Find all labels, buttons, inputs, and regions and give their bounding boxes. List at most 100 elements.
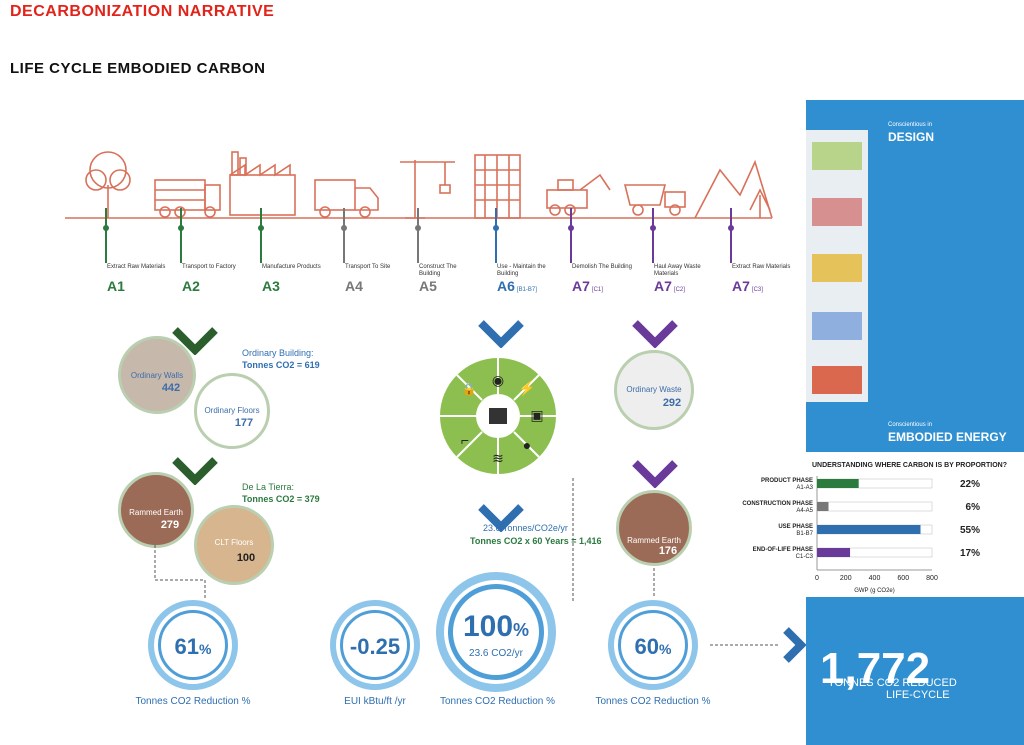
ordinary-waste-label: Ordinary Waste: [626, 385, 682, 394]
bar-percent-label: 6%: [966, 502, 981, 513]
x-tick-label: 400: [869, 575, 881, 582]
tierra-heading: De La Tierra:: [242, 482, 295, 492]
ring-caption: Tonnes CO2 Reduction %: [135, 696, 251, 707]
safe-icon: ▣: [530, 407, 543, 423]
clt-floors-value: 100: [236, 552, 256, 564]
render-image: [812, 312, 862, 340]
ordinary-walls-label: Ordinary Walls: [130, 371, 184, 380]
stage-label: Manufacture Products: [262, 264, 321, 270]
chart-title: UNDERSTANDING WHERE CARBON IS BY PROPORT…: [812, 462, 1007, 469]
stage-label: Extract Raw Materials: [107, 264, 166, 270]
stage-code: A3: [262, 278, 280, 294]
energy-title: EMBODIED ENERGY: [888, 430, 1007, 444]
factory-icon: [229, 151, 296, 216]
use-rate: 23.6 Tonnes/CO2e/yr: [483, 523, 568, 533]
page-title: DECARBONIZATION NARRATIVE: [10, 3, 275, 20]
pipe-icon: ⌐: [461, 432, 469, 448]
ordinary-floors-value: 177: [234, 417, 254, 429]
camera-icon: ◉: [492, 372, 504, 388]
design-small: Conscientious in: [888, 122, 933, 128]
mountains-icon: [694, 159, 773, 219]
wifi-icon: ≋: [492, 450, 504, 466]
render-image: [812, 142, 862, 170]
ring-caption: Tonnes CO2 Reduction %: [439, 696, 556, 707]
chevron-down-icon: [172, 327, 218, 355]
excavator-icon: [546, 173, 611, 216]
stage-code: A2: [182, 278, 200, 294]
stage-label: Extract Raw Materials: [732, 264, 791, 270]
chevron-down-icon: [172, 457, 218, 485]
render-image: [812, 254, 862, 282]
bar-percent-label: 17%: [960, 548, 980, 559]
clt-floors-label: CLT Floors: [214, 538, 254, 547]
x-axis-label: GWP (g CO2e): [854, 588, 895, 594]
ring-sub: 23.6 CO2/yr: [469, 648, 523, 659]
ring-value: 100%: [462, 610, 530, 643]
chevron-down-icon: [632, 320, 678, 348]
stage-code: A6 [B1-B7]: [497, 278, 537, 294]
arrow-right-icon: [710, 627, 807, 663]
bar-track: [816, 501, 933, 512]
ring-reduction-100: 100% 23.6 CO2/yr: [436, 572, 556, 692]
chart-area: [735, 452, 1024, 597]
stage-label: Construct The Building: [419, 264, 457, 277]
ordinary-walls-value: 442: [161, 382, 181, 394]
bar: [817, 548, 851, 557]
log-truck-icon: [154, 179, 221, 218]
bar-category-label: PRODUCT PHASE: [761, 478, 813, 484]
dump-truck-icon: [623, 184, 686, 216]
stage-code: A7 [C3]: [732, 278, 763, 294]
x-tick-label: 600: [897, 575, 909, 582]
x-tick-label: 800: [926, 575, 938, 582]
stage-code: A7 [C1]: [572, 278, 603, 294]
ring-value: -0.25: [349, 634, 401, 659]
crane-icon: [400, 160, 455, 219]
bar-category-code: A1-A3: [796, 485, 813, 491]
bar: [817, 479, 859, 488]
stage-code: A4: [345, 278, 363, 294]
bulb-icon: ●: [523, 437, 531, 453]
delivery-truck-icon: [314, 179, 379, 218]
bar: [817, 525, 921, 534]
rammed-earth-circle: Rammed Earth 279: [118, 472, 194, 548]
connector: [154, 545, 206, 600]
clt-floors-circle: CLT Floors 100: [194, 505, 274, 585]
connector: [572, 478, 574, 603]
stage-label: Transport To Site: [345, 264, 391, 270]
bar-category-label: USE PHASE: [778, 524, 813, 530]
building-icon: [474, 154, 521, 219]
bar-category-code: C1-C3: [796, 554, 814, 560]
bar: [817, 502, 829, 511]
tierra-total: Tonnes CO2 = 379: [242, 494, 320, 504]
stage-code: A7 [C2]: [654, 278, 685, 294]
stage-code: A1: [107, 278, 125, 294]
bar-category-code: A4-A5: [796, 508, 813, 514]
render-image: [812, 366, 862, 394]
ordinary-waste-circle: Ordinary Waste 292: [614, 350, 694, 430]
section-title: LIFE CYCLE EMBODIED CARBON: [10, 60, 266, 77]
ring-eui: -0.25: [330, 600, 420, 690]
x-tick-label: 200: [840, 575, 852, 582]
lock-icon: 🔒: [462, 382, 477, 396]
stage-label: Transport to Factory: [182, 264, 236, 270]
big-caption-2: LIFE-CYCLE: [886, 689, 950, 701]
bar-category-label: END-OF-LIFE PHASE: [753, 547, 813, 553]
connector: [653, 568, 655, 596]
big-caption-1: TONNES CO2 REDUCED: [828, 677, 957, 689]
ring-reduction-60: 60%: [608, 600, 698, 690]
ring-value: 61%: [174, 634, 212, 659]
bar-category-label: CONSTRUCTION PHASE: [742, 501, 813, 507]
ordinary-floors-circle: Ordinary Floors 177: [194, 373, 270, 449]
waste-rammed-value: 176: [658, 545, 678, 557]
rammed-earth-value: 279: [160, 519, 180, 531]
chevron-down-icon: [478, 320, 524, 348]
ordinary-floors-label: Ordinary Floors: [204, 406, 260, 415]
design-renders: [806, 130, 868, 402]
ordinary-waste-value: 292: [662, 397, 682, 409]
ordinary-walls-circle: Ordinary Walls 442: [118, 336, 196, 414]
stage-label: Use - Maintain the Building: [497, 264, 546, 277]
ring-caption: Tonnes CO2 Reduction %: [595, 696, 711, 707]
bar-percent-label: 22%: [960, 479, 980, 490]
ordinary-heading: Ordinary Building:: [242, 348, 314, 358]
